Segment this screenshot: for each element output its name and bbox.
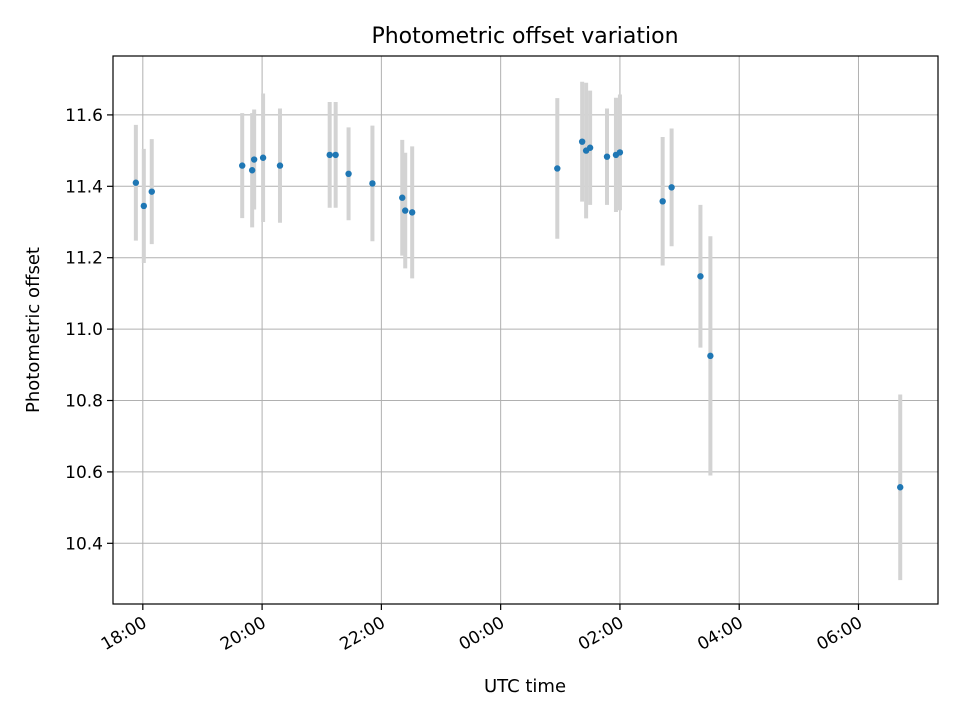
data-point xyxy=(326,151,333,159)
data-point xyxy=(140,202,148,210)
y-tick-label: 10.8 xyxy=(65,392,103,412)
data-point xyxy=(250,156,258,163)
data-point xyxy=(554,165,561,172)
data-point xyxy=(603,153,611,160)
data-point xyxy=(697,273,704,280)
data-point xyxy=(332,151,339,159)
data-point xyxy=(578,138,586,145)
data-point xyxy=(668,184,675,191)
data-point xyxy=(897,484,904,491)
data-point xyxy=(276,162,284,169)
y-axis-label: Photometric offset xyxy=(23,247,44,413)
data-point xyxy=(586,144,594,151)
data-point xyxy=(659,198,666,205)
data-point xyxy=(259,154,267,161)
y-tick-label: 10.4 xyxy=(65,534,103,554)
y-tick-label: 11.4 xyxy=(65,177,103,197)
y-tick-label: 11.2 xyxy=(65,249,103,269)
chart-title: Photometric offset variation xyxy=(371,24,678,49)
y-axis-ticks: 10.4 10.6 10.8 11.0 11.2 11.4 11.6 xyxy=(65,106,113,554)
plot-frame xyxy=(112,55,939,605)
y-tick-label: 11.0 xyxy=(65,320,103,340)
data-point xyxy=(616,149,624,156)
grid xyxy=(113,56,938,604)
y-tick-label: 10.6 xyxy=(65,463,103,483)
data-points xyxy=(132,138,904,491)
data-point xyxy=(402,207,409,214)
data-point xyxy=(408,209,416,216)
data-point xyxy=(399,194,406,201)
data-point xyxy=(239,162,246,169)
data-point xyxy=(345,170,352,178)
data-point xyxy=(369,180,376,187)
data-point xyxy=(707,352,714,360)
data-point xyxy=(132,179,140,186)
x-axis-label: UTC time xyxy=(484,676,566,697)
y-tick-label: 11.6 xyxy=(65,106,103,126)
data-point xyxy=(248,167,256,174)
data-point xyxy=(148,188,155,195)
